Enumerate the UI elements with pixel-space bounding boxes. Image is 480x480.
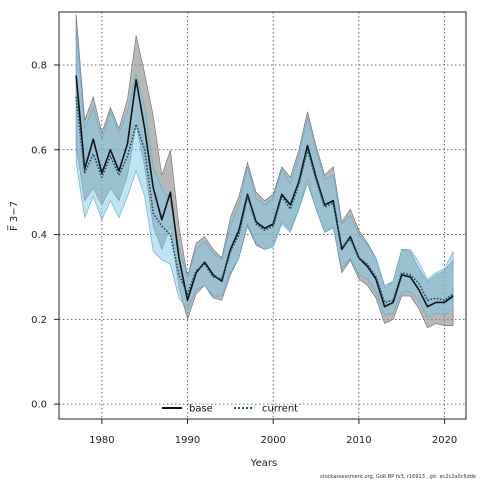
lines-layer [75, 75, 454, 308]
x-tick-label: 1980 [89, 435, 114, 446]
x-axis-title: Years [250, 458, 277, 469]
x-ticks-layer: 1980 1990 2000 2010 2020 [89, 419, 457, 446]
y-tick-label: 0.2 [31, 315, 47, 326]
x-tick-label: 2020 [432, 435, 457, 446]
plot-frame [58, 11, 467, 420]
x-tick-label: 2000 [260, 435, 285, 446]
x-tick-label: 1990 [175, 435, 200, 446]
legend-label-base: base [189, 404, 213, 415]
confidence-band-current [75, 26, 454, 318]
series-line-current [75, 96, 454, 304]
legend-label-current: current [262, 404, 298, 415]
x-tick-label: 2010 [346, 435, 371, 446]
series-line-base [75, 75, 454, 308]
y-axis-title: F̅ 3−7 [7, 201, 20, 231]
bands-layer [75, 14, 454, 329]
legend: base current [162, 404, 298, 415]
y-tick-label: 0.8 [31, 60, 47, 71]
y-tick-label: 0.6 [31, 145, 47, 156]
y-tick-label: 0.0 [31, 400, 47, 411]
credit-text: stockassessment.org, GoR BP fv3, r16913 … [320, 474, 476, 480]
y-tick-label: 0.4 [31, 230, 47, 241]
y-ticks-layer: 0.0 0.2 0.4 0.6 0.8 [31, 60, 59, 411]
